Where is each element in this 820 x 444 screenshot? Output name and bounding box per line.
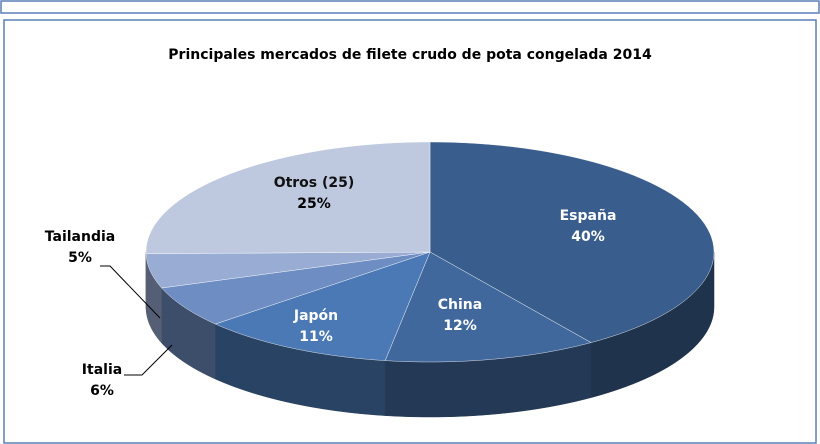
- data-label-value: 40%: [571, 229, 605, 245]
- leader-line: [100, 265, 161, 319]
- slice: [145, 141, 431, 254]
- leader-line: [124, 344, 173, 376]
- data-label-value: 5%: [68, 250, 92, 266]
- data-label-value: 11%: [299, 329, 333, 345]
- data-label-name: España: [560, 208, 617, 224]
- slice: [145, 251, 431, 289]
- slice: [214, 251, 431, 361]
- data-label-name: Japón: [293, 308, 338, 324]
- data-label-name: China: [438, 297, 482, 313]
- data-label-value: 12%: [443, 318, 477, 334]
- top-strip: [0, 0, 820, 14]
- slice: [384, 251, 592, 363]
- data-label-name: Italia: [82, 362, 122, 378]
- data-label-value: 6%: [90, 383, 114, 399]
- slice: [161, 251, 431, 325]
- chart-title: Principales mercados de filete crudo de …: [168, 47, 652, 63]
- data-label-name: Tailandia: [45, 229, 115, 245]
- data-label-value: 25%: [297, 196, 331, 212]
- data-label-name: Otros (25): [274, 175, 355, 191]
- slice: [429, 141, 715, 343]
